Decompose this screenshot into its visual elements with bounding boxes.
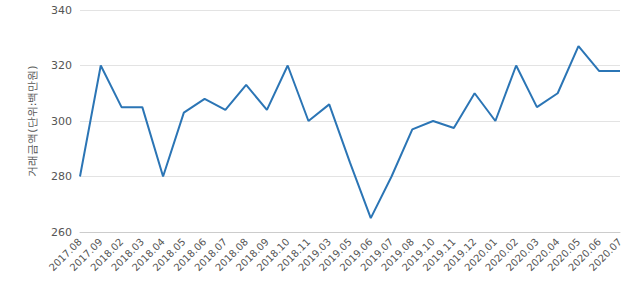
svg-text:2019.05: 2019.05 [316, 236, 354, 274]
svg-text:2018.11: 2018.11 [275, 236, 313, 274]
svg-text:2019.12: 2019.12 [441, 236, 479, 274]
svg-text:2020.01: 2020.01 [462, 236, 500, 274]
svg-text:340: 340 [51, 4, 72, 17]
svg-text:2018.06: 2018.06 [171, 236, 209, 274]
svg-text:2018.10: 2018.10 [254, 236, 292, 274]
svg-text:2017.08: 2017.08 [46, 236, 84, 274]
svg-text:2019.07: 2019.07 [358, 236, 396, 274]
svg-text:2018.08: 2018.08 [213, 236, 250, 274]
svg-text:2020.02: 2020.02 [483, 236, 520, 274]
svg-text:거래금액(단위:백만원): 거래금액(단위:백만원) [26, 65, 39, 176]
svg-text:2020.05: 2020.05 [545, 236, 583, 274]
svg-text:2018.07: 2018.07 [192, 236, 230, 274]
svg-text:2018.03: 2018.03 [109, 236, 147, 274]
svg-text:2020.06: 2020.06 [566, 236, 604, 274]
svg-text:260: 260 [51, 226, 72, 239]
svg-text:2018.02: 2018.02 [88, 236, 126, 274]
svg-text:2019.06: 2019.06 [337, 236, 375, 274]
svg-text:2020.03: 2020.03 [503, 236, 541, 274]
svg-text:2019.08: 2019.08 [379, 236, 417, 274]
svg-text:2019.03: 2019.03 [296, 236, 334, 274]
svg-text:2020.07: 2020.07 [587, 236, 624, 273]
svg-text:2018.04: 2018.04 [130, 236, 167, 274]
svg-text:2017.09: 2017.09 [67, 236, 105, 274]
svg-text:320: 320 [51, 59, 72, 72]
svg-text:2018.05: 2018.05 [150, 236, 188, 274]
svg-text:2020.04: 2020.04 [524, 236, 562, 274]
svg-text:280: 280 [51, 170, 72, 183]
svg-text:2018.09: 2018.09 [233, 236, 271, 274]
svg-text:300: 300 [51, 115, 72, 128]
svg-text:2019.11: 2019.11 [420, 236, 458, 274]
svg-text:2019.10: 2019.10 [400, 236, 437, 274]
